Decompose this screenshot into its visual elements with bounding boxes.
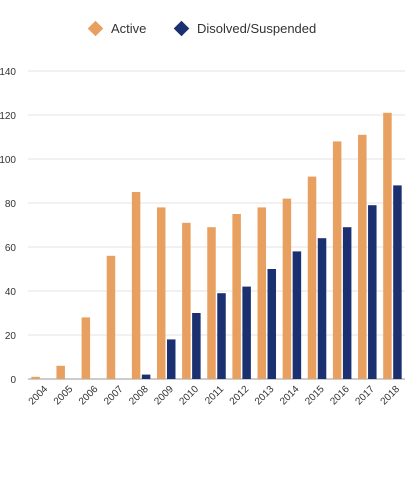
bar-active-2009[interactable] — [156, 207, 166, 379]
x-tick-label: 2009 — [152, 384, 176, 408]
y-tick-label: 40 — [5, 287, 17, 298]
x-tick-label: 2005 — [52, 384, 76, 408]
x-tick-label: 2008 — [127, 384, 151, 408]
bar-dissolved-2018[interactable] — [393, 185, 402, 379]
y-tick-label: 60 — [5, 243, 17, 254]
bar-active-2013[interactable] — [257, 207, 267, 379]
bar-dissolved-2014[interactable] — [292, 251, 302, 379]
bar-active-2012[interactable] — [232, 214, 241, 379]
y-tick-label: 20 — [5, 331, 17, 342]
x-tick-label: 2004 — [27, 384, 51, 408]
x-tick-label: 2010 — [178, 384, 202, 408]
x-tick-label: 2013 — [253, 384, 277, 408]
legend-item-dissolved[interactable]: Disolved/Suspended — [173, 17, 317, 39]
bar-dissolved-2015[interactable] — [317, 238, 327, 379]
x-tick-label: 2016 — [328, 384, 352, 408]
bar-dissolved-2010[interactable] — [192, 313, 201, 379]
y-axis: 0 20 40 60 80 100 120 140 — [0, 67, 16, 386]
bar-dissolved-2008[interactable] — [141, 374, 151, 379]
y-tick-label: 140 — [0, 67, 16, 78]
bar-dissolved-2011[interactable] — [217, 293, 226, 379]
bar-active-2005[interactable] — [56, 365, 65, 379]
x-tick-label: 2017 — [353, 384, 377, 408]
legend-label-dissolved: Disolved/Suspended — [197, 20, 317, 36]
x-tick-label: 2015 — [303, 384, 327, 408]
bar-active-2010[interactable] — [182, 222, 191, 379]
bar-active-2018[interactable] — [383, 112, 392, 380]
bar-dissolved-2012[interactable] — [242, 286, 251, 379]
gridlines — [28, 70, 405, 380]
bars — [31, 112, 402, 380]
bar-active-2014[interactable] — [282, 198, 292, 379]
bar-dissolved-2013[interactable] — [267, 269, 277, 379]
x-tick-label: 2007 — [102, 384, 126, 408]
bar-active-2004[interactable] — [31, 376, 40, 379]
bar-active-2007[interactable] — [106, 255, 116, 379]
x-axis: 2004 2005 2006 2007 2008 2009 2010 2011 2012 2013… — [27, 384, 403, 408]
legend-label-active: Active — [111, 20, 147, 36]
x-tick-label: 2018 — [379, 384, 403, 408]
y-tick-label: 100 — [0, 155, 16, 166]
bar-active-2017[interactable] — [358, 134, 367, 379]
bar-dissolved-2017[interactable] — [368, 205, 377, 379]
bar-dissolved-2009[interactable] — [166, 339, 176, 379]
y-tick-label: 0 — [10, 375, 16, 386]
y-tick-label: 120 — [0, 111, 16, 122]
x-tick-label: 2012 — [228, 384, 252, 408]
bar-active-2011[interactable] — [207, 227, 216, 379]
bar-active-2006[interactable] — [81, 317, 91, 379]
bar-active-2008[interactable] — [131, 192, 141, 379]
legend-item-active[interactable]: Active — [87, 17, 147, 39]
x-tick-label: 2011 — [203, 384, 226, 407]
y-tick-label: 80 — [5, 199, 17, 210]
bar-dissolved-2016[interactable] — [342, 227, 352, 379]
x-tick-label: 2014 — [278, 384, 302, 408]
chart-legend: Active Disolved/Suspended — [0, 17, 410, 39]
bar-active-2015[interactable] — [307, 176, 317, 379]
bar-active-2016[interactable] — [332, 141, 342, 379]
x-tick-label: 2006 — [77, 384, 101, 408]
